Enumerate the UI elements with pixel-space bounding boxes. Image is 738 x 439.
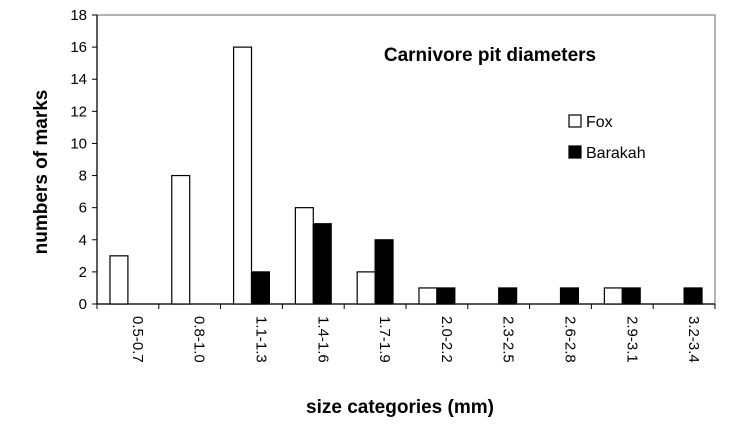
y-tick-label: 16 [70, 39, 87, 56]
x-tick-label: 1.1-1.3 [253, 316, 270, 363]
x-tick-label: 2.9-3.1 [623, 316, 640, 363]
y-tick-label: 4 [79, 232, 87, 249]
chart-title: Carnivore pit diameters [384, 45, 596, 66]
x-tick-label: 2.3-2.5 [500, 316, 517, 363]
y-tick-label: 6 [79, 200, 87, 217]
x-tick-label: 2.6-2.8 [562, 316, 579, 363]
y-tick-label: 18 [70, 7, 87, 24]
bar-barakah-1.7-1.9 [374, 239, 394, 305]
bar-barakah-1.1-1.3 [250, 271, 271, 305]
x-tick-label: 0.5-0.7 [129, 316, 146, 363]
bar-barakah-2.6-2.8 [559, 287, 580, 305]
bar-barakah-2.3-2.5 [498, 287, 518, 305]
x-tick-label: 3.2-3.4 [685, 316, 702, 363]
legend: Fox Barakah [568, 114, 646, 162]
bar-barakah-3.2-3.4 [683, 287, 703, 305]
x-tick-label: 0.8-1.0 [191, 316, 208, 363]
bars [109, 46, 703, 305]
legend-label-fox: Fox [586, 114, 613, 131]
legend-swatch-fox [568, 114, 582, 128]
bar-barakah-2.9-3.1 [621, 287, 641, 305]
y-tick-label: 14 [70, 71, 87, 88]
bar-fox-1.7-1.9 [356, 271, 376, 305]
bar-fox-0.5-0.7 [109, 255, 129, 305]
y-axis-ticks: 0 2 4 6 8 10 12 14 16 18 [70, 7, 97, 313]
bar-fox-2.0-2.2 [418, 287, 438, 305]
bar-fox-2.9-3.1 [603, 287, 623, 305]
x-axis-ticks: 0.5-0.7 0.8-1.0 1.1-1.3 1.4-1.6 1.7-1.9 2.0-2… [96, 304, 716, 363]
bar-barakah-1.4-1.6 [312, 223, 332, 305]
bar-barakah-2.0-2.2 [436, 287, 456, 305]
x-axis-title: size categories (mm) [306, 397, 494, 418]
x-tick-label: 2.0-2.2 [438, 316, 455, 363]
y-tick-label: 0 [79, 296, 87, 313]
x-tick-label: 1.7-1.9 [376, 316, 393, 363]
bar-fox-0.8-1.0 [171, 174, 191, 305]
y-tick-label: 10 [70, 135, 87, 152]
legend-label-barakah: Barakah [586, 145, 646, 162]
bar-fox-1.1-1.3 [232, 46, 253, 305]
x-tick-label: 1.4-1.6 [314, 316, 331, 363]
y-axis-title: numbers of marks [31, 90, 52, 255]
bar-fox-1.4-1.6 [294, 207, 314, 305]
y-tick-label: 8 [79, 168, 87, 185]
y-tick-label: 12 [70, 103, 87, 120]
y-tick-label: 2 [79, 264, 87, 281]
legend-swatch-barakah [568, 145, 582, 159]
